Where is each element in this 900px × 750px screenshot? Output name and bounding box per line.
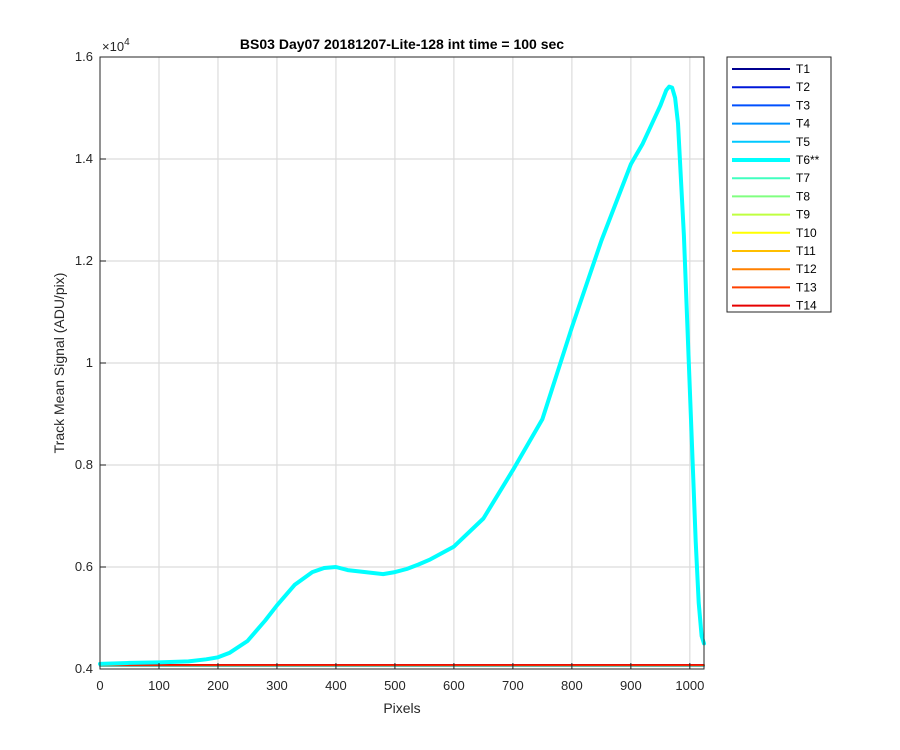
y-exponent-label: ×104: [102, 37, 130, 54]
chart-title: BS03 Day07 20181207-Lite-128 int time = …: [240, 36, 564, 52]
y-exponent-power: 4: [124, 37, 130, 48]
x-tick-label: 600: [443, 678, 465, 693]
y-tick-label: 1.6: [75, 49, 93, 64]
legend-entry-label: T14: [796, 299, 817, 313]
y-axis: 0.4 0.6 0.8 1 1.2 1.4 1.6: [75, 49, 106, 676]
x-tick-label: 900: [620, 678, 642, 693]
legend-entry-label: T12: [796, 262, 817, 276]
x-tick-label: 800: [561, 678, 583, 693]
legend-entry-label: T6**: [796, 153, 820, 167]
y-tick-label: 1: [86, 355, 93, 370]
x-tick-label: 700: [502, 678, 524, 693]
legend-entry-label: T7: [796, 171, 810, 185]
y-tick-label: 1.2: [75, 253, 93, 268]
x-tick-label: 0: [96, 678, 103, 693]
y-tick-label: 0.8: [75, 457, 93, 472]
x-tick-label: 100: [148, 678, 170, 693]
legend-entry-label: T4: [796, 117, 810, 131]
x-tick-label: 200: [207, 678, 229, 693]
x-tick-label: 1000: [675, 678, 704, 693]
series-line-t6: [98, 84, 706, 666]
legend-entry-label: T9: [796, 208, 810, 222]
y-tick-label: 0.4: [75, 661, 93, 676]
legend-entry-label: T8: [796, 189, 810, 203]
y-axis-label: Track Mean Signal (ADU/pix): [51, 273, 67, 454]
legend-entry-label: T2: [796, 80, 810, 94]
legend-entry-label: T10: [796, 226, 817, 240]
legend-entry-label: T11: [796, 244, 816, 258]
legend: T1 T2 T3 T4 T5 T6** T7 T8 T9 T10 T11 T12 T13 T14: [726, 56, 832, 313]
x-tick-label: 300: [266, 678, 288, 693]
grid: [100, 57, 704, 669]
y-exponent-base: ×10: [102, 39, 124, 54]
series-layer: [98, 84, 706, 667]
legend-entry-label: T1: [796, 62, 810, 76]
x-tick-label: 400: [325, 678, 347, 693]
legend-entry-label: T5: [796, 135, 810, 149]
x-tick-label: 500: [384, 678, 406, 693]
legend-entry-label: T3: [796, 98, 810, 112]
y-tick-label: 1.4: [75, 151, 93, 166]
x-axis: 0 100 200 300 400 500 600 700 800 900 1000: [96, 663, 704, 693]
y-tick-label: 0.6: [75, 559, 93, 574]
legend-entry-label: T13: [796, 280, 817, 294]
x-axis-label: Pixels: [383, 700, 420, 716]
